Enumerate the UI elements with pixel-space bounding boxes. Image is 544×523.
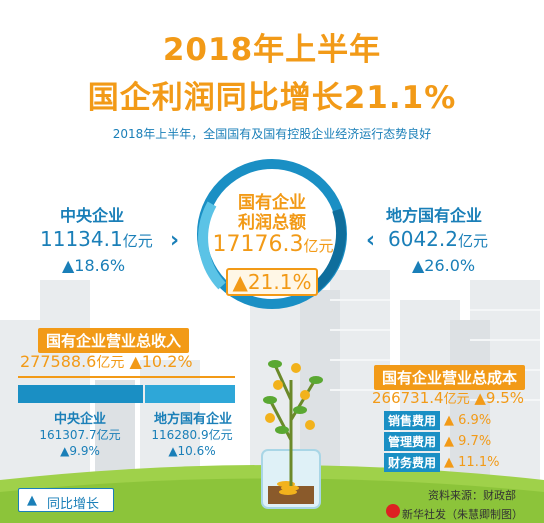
profit-unit: 亿元 [303, 237, 334, 255]
profit-value: 17176.3亿元 [198, 232, 348, 257]
revenue-underline [18, 376, 235, 378]
legend-text: 同比增长 [47, 497, 100, 512]
xinhua-logo-icon [386, 504, 400, 518]
central-enterprise-number: 11134.1 [40, 227, 123, 251]
local-enterprise-value: 6042.2亿元 [388, 227, 488, 251]
central-enterprise-growth: ▲18.6% [62, 256, 126, 275]
central-enterprise-unit: 亿元 [122, 232, 153, 250]
local-enterprise-number: 6042.2 [388, 227, 458, 251]
fee-label: 管理费用 [384, 432, 441, 451]
revenue-unit: 亿元 [96, 355, 125, 371]
revenue-central-growth: ▲9.9% [60, 444, 100, 458]
profit-number: 17176.3 [212, 232, 304, 257]
fee-row-management: 管理费用 ▲ 9.7% [384, 431, 492, 451]
profit-title-line-1: 国有企业 [238, 193, 306, 213]
city-skyline-illustration [0, 270, 544, 523]
revenue-central-value: 161307.7亿元 [39, 428, 121, 442]
local-enterprise-name: 地方国有企业 [386, 206, 483, 225]
fee-row-finance: 财务费用 ▲ 11.1% [384, 452, 500, 472]
revenue-local-growth: ▲10.6% [168, 444, 216, 458]
fee-row-sales: 销售费用 ▲ 6.9% [384, 410, 492, 430]
subtitle: 2018年上半年，全国国有及国有控股企业经济运行态势良好 [112, 127, 432, 141]
fee-growth: ▲ 11.1% [444, 455, 500, 470]
central-enterprise-name: 中央企业 [60, 206, 125, 225]
profit-growth-badge: ▲21.1% [226, 268, 318, 296]
local-enterprise-growth: ▲26.0% [412, 256, 476, 275]
chevron-left-icon: ‹ [366, 228, 376, 253]
revenue-growth: ▲10.2% [129, 352, 193, 371]
local-enterprise-unit: 亿元 [457, 232, 488, 250]
fee-growth: ▲ 6.9% [444, 413, 492, 428]
title-line-1: 2018年上半年 [162, 32, 382, 68]
profit-title-line-2: 利润总额 [238, 213, 306, 233]
legend: ▲ 同比增长 [18, 488, 114, 512]
cost-unit: 亿元 [443, 392, 470, 407]
revenue-title: 国有企业营业总收入 [38, 328, 190, 353]
cost-number: 266731.4 [372, 389, 444, 407]
fee-label: 销售费用 [384, 411, 441, 430]
revenue-local-bar [145, 385, 235, 403]
revenue-central-bar [18, 385, 143, 403]
revenue-local-value: 116280.9亿元 [151, 428, 233, 442]
source-note: 资料来源：财政部 [428, 489, 516, 502]
fee-label: 财务费用 [384, 453, 441, 472]
title-line-2: 国企利润同比增长21.1% [87, 80, 457, 116]
revenue-local-name: 地方国有企业 [153, 412, 232, 427]
central-enterprise-value: 11134.1亿元 [40, 227, 153, 251]
cost-growth: ▲9.5% [474, 389, 525, 407]
revenue-central-name: 中央企业 [53, 412, 106, 427]
revenue-value-line: 277588.6亿元 ▲10.2% [20, 352, 193, 372]
revenue-number: 277588.6 [20, 352, 97, 371]
cost-value-line: 266731.4亿元 ▲9.5% [372, 388, 524, 407]
chevron-right-icon: › [170, 228, 180, 253]
credit-note: 新华社发（朱慧卿制图） [402, 508, 523, 521]
cost-title: 国有企业营业总成本 [374, 365, 526, 390]
fee-growth: ▲ 9.7% [444, 434, 492, 449]
up-triangle-icon: ▲ [27, 493, 37, 508]
